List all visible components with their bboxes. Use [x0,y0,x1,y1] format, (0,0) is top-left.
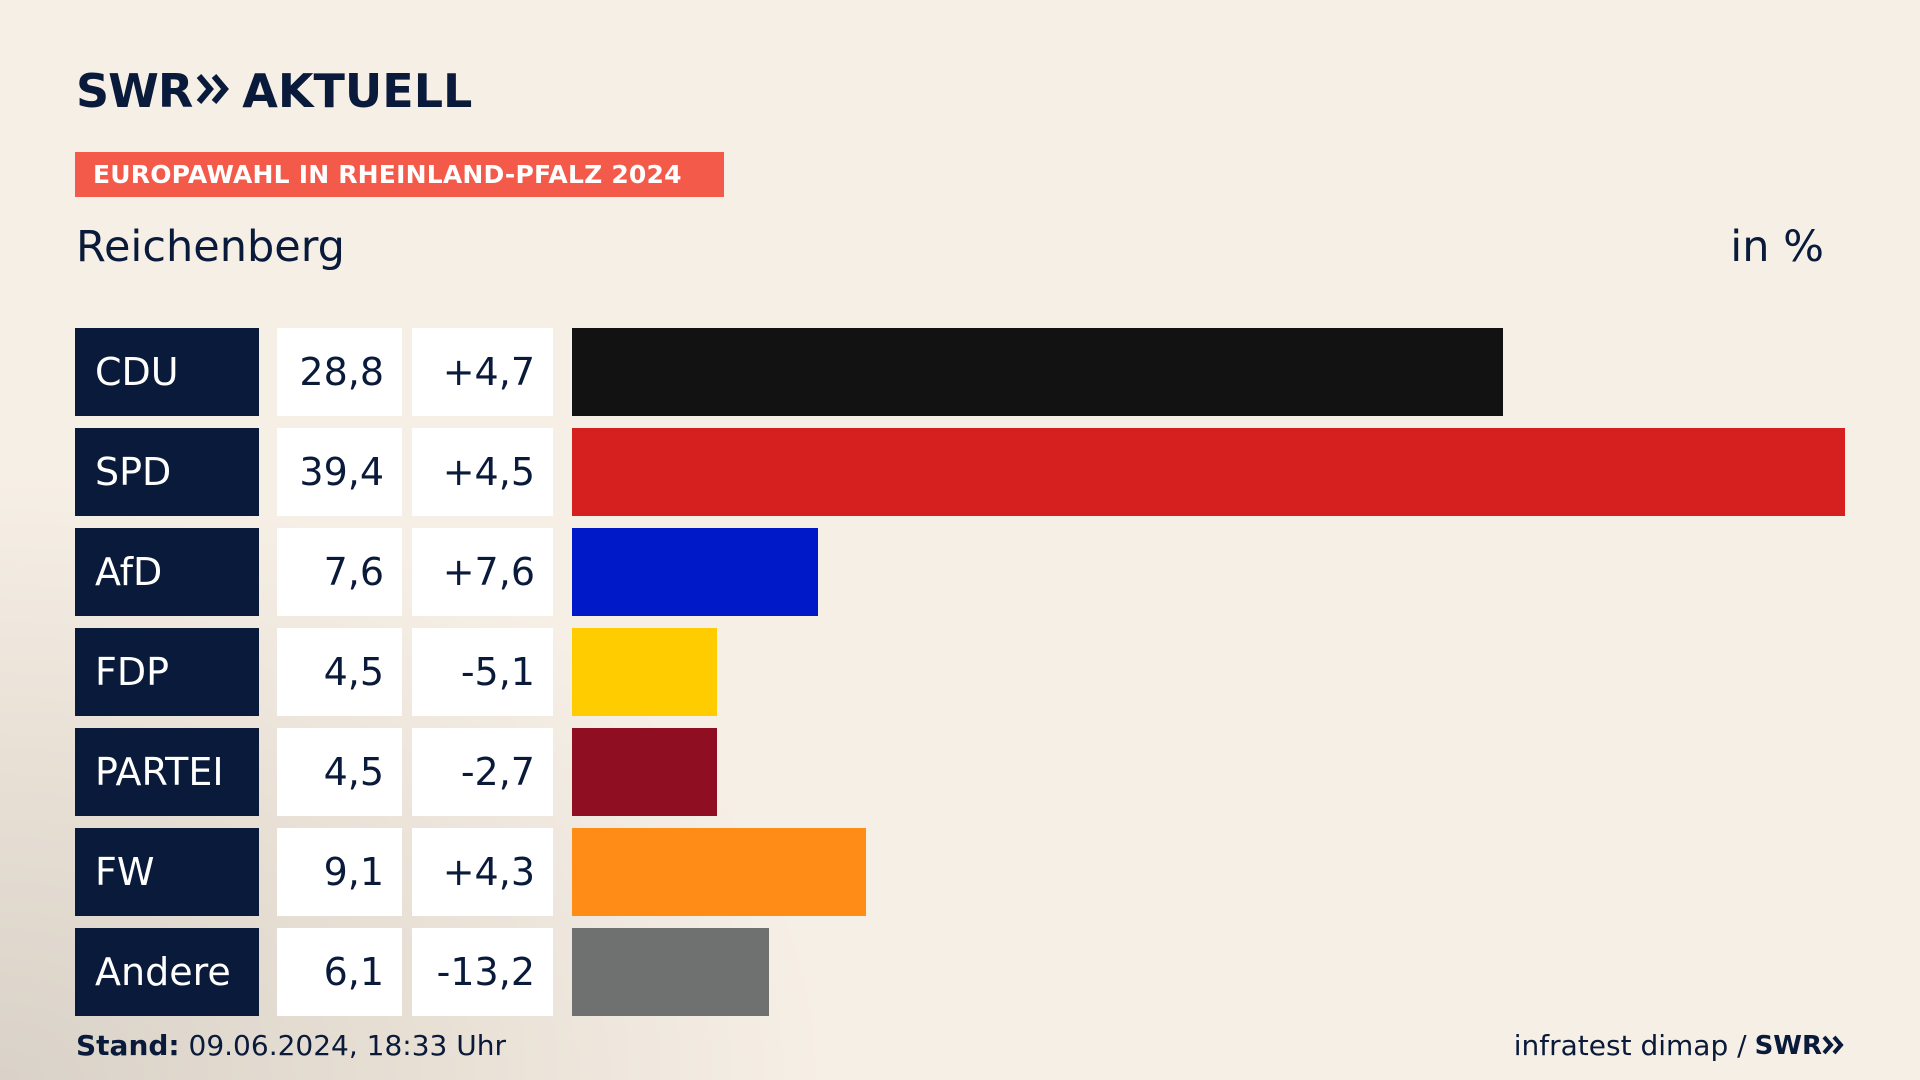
party-label-afd: AfD [75,528,259,616]
party-label-cdu: CDU [75,328,259,416]
party-label-fw: FW [75,828,259,916]
timestamp: Stand: 09.06.2024, 18:33 Uhr [76,1029,506,1062]
share-value-cdu: 28,8 [277,328,402,416]
double-chevron-icon [196,73,230,109]
source-brand: SWR [1754,1030,1822,1061]
swr-aktuell-logo: SWR AKTUELL [76,64,472,118]
bar-fw [572,828,866,916]
logo-swr-text: SWR [76,64,193,118]
source-text: infratest dimap / [1513,1029,1747,1062]
diff-value-afd: +7,6 [412,528,553,616]
share-value-spd: 39,4 [277,428,402,516]
bar-cdu [572,328,1503,416]
party-label-partei: PARTEI [75,728,259,816]
party-label-fdp: FDP [75,628,259,716]
bar-andere [572,928,769,1016]
diff-value-cdu: +4,7 [412,328,553,416]
share-value-andere: 6,1 [277,928,402,1016]
region-title: Reichenberg [76,222,345,272]
party-label-spd: SPD [75,428,259,516]
stand-value: 09.06.2024, 18:33 Uhr [188,1029,506,1062]
share-value-fw: 9,1 [277,828,402,916]
unit-label: in % [1730,222,1824,272]
double-chevron-small-icon [1822,1029,1844,1062]
bar-fdp [572,628,717,716]
election-banner: EUROPAWAHL IN RHEINLAND-PFALZ 2024 [75,152,724,197]
share-value-fdp: 4,5 [277,628,402,716]
diff-value-partei: -2,7 [412,728,553,816]
bar-afd [572,528,818,616]
diff-value-andere: -13,2 [412,928,553,1016]
diff-value-fdp: -5,1 [412,628,553,716]
logo-aktuell-text: AKTUELL [242,64,473,118]
source-credit: infratest dimap / SWR [1514,1029,1844,1062]
bar-partei [572,728,717,816]
diff-value-fw: +4,3 [412,828,553,916]
stand-label: Stand: [76,1029,180,1062]
bar-spd [572,428,1845,516]
party-label-andere: Andere [75,928,259,1016]
share-value-partei: 4,5 [277,728,402,816]
share-value-afd: 7,6 [277,528,402,616]
diff-value-spd: +4,5 [412,428,553,516]
